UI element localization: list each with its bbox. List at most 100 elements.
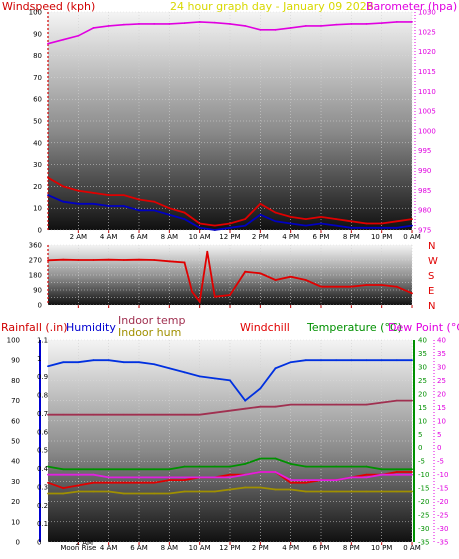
moonrise-time-label: 2 AM: [76, 539, 94, 547]
wind-series-point: [198, 226, 201, 229]
climate-series-point: [350, 359, 353, 362]
climate-series-point: [77, 490, 80, 493]
wind-series-point: [304, 218, 307, 221]
wind-series-point: [395, 220, 398, 223]
climate-series-point: [350, 490, 353, 493]
climate-series-point: [62, 487, 65, 490]
wind-direction-point: [411, 292, 413, 295]
climate-series-point: [107, 490, 110, 493]
temperature-tick-label: 30: [418, 363, 427, 371]
time-tick-label: 12 PM: [219, 233, 240, 241]
time-tick-label-bottom: 6 AM: [130, 544, 148, 552]
rainfall-tick-label: 1: [37, 355, 41, 363]
climate-series-point: [183, 476, 186, 479]
wind-series-point: [183, 211, 186, 214]
wind-series-point: [304, 224, 307, 227]
wind-series-point: [62, 185, 65, 188]
climate-series-point: [153, 468, 156, 471]
wind-direction-point: [168, 260, 171, 263]
wind-direction-point: [365, 284, 368, 286]
temperature-tick-label: -5: [418, 458, 425, 466]
climate-series-point: [183, 413, 186, 416]
wind-direction-point: [62, 258, 65, 261]
time-tick-label-bottom: 8 PM: [343, 544, 360, 552]
climate-series-point: [320, 465, 322, 468]
climate-series-point: [229, 473, 231, 476]
wind-series-point: [259, 202, 262, 205]
wind-series-point: [395, 226, 398, 229]
barometer-tick-label: 1020: [418, 48, 436, 56]
climate-series-point: [138, 481, 140, 484]
wind-series-point: [62, 38, 65, 41]
rainfall-axis-title: Rainfall (.in): [1, 321, 68, 334]
climate-series-point: [335, 359, 338, 362]
wind-direction-point: [395, 285, 398, 288]
climate-series-point: [395, 359, 398, 362]
wind-series-point: [289, 26, 292, 29]
temperature-tick-label: -30: [418, 525, 429, 533]
time-tick-label: 2 PM: [252, 233, 269, 241]
climate-series-point: [122, 476, 125, 479]
barometer-tick-label: 985: [418, 187, 431, 195]
wind-direction-point: [153, 259, 156, 261]
climate-series-point: [122, 468, 125, 471]
climate-series-point: [213, 411, 216, 414]
wind-series-point: [107, 194, 110, 197]
humidity-tick-label: 70: [11, 397, 20, 405]
wind-series-point: [92, 202, 95, 205]
dewpoint-tick-label: -20: [437, 498, 448, 506]
wind-series-point: [365, 22, 368, 25]
climate-series-point: [77, 468, 80, 471]
wind-series-point: [335, 218, 338, 221]
wind-series-point: [47, 42, 49, 45]
barometer-tick-label: 1000: [418, 127, 436, 135]
barometer-tick-label: 1005: [418, 108, 436, 116]
climate-series-point: [274, 471, 277, 473]
temperature-tick-label: -35: [418, 539, 429, 547]
rainfall-tick-label: 0.6: [37, 428, 49, 436]
climate-series-point: [395, 473, 398, 476]
time-tick-label: 10 AM: [189, 233, 211, 241]
climate-series-point: [107, 359, 110, 362]
time-tick-label-bottom: 12 PM: [219, 544, 240, 552]
dewpoint-tick-label: -10: [437, 471, 448, 479]
wind-series-point: [198, 21, 201, 23]
dewpoint-tick-label: 5: [437, 431, 441, 439]
dewpoint-tick-label: -30: [437, 525, 448, 533]
humidity-tick-label: 90: [11, 357, 20, 365]
climate-series-point: [395, 471, 398, 473]
climate-series-point: [183, 479, 186, 481]
climate-series-point: [350, 476, 353, 479]
climate-series-point: [304, 490, 307, 493]
wind-series-point: [380, 222, 383, 225]
climate-series-point: [47, 492, 49, 495]
windspeed-tick-label: 0: [38, 227, 42, 235]
time-tick-label: 2 AM: [70, 233, 88, 241]
humidity-tick-label: 20: [11, 498, 20, 506]
direction-tick-label: 0: [38, 302, 42, 310]
climate-series-point: [365, 359, 368, 362]
direction-letter-label: N: [428, 301, 435, 312]
dewpoint-axis-title: Dew Point (°C): [388, 321, 459, 334]
barometer-axis-title: Barometer (hpa): [366, 0, 457, 13]
wind-series-point: [259, 213, 262, 216]
dewpoint-tick-label: -15: [437, 485, 448, 493]
climate-series-point: [380, 359, 383, 362]
climate-series-point: [92, 490, 95, 493]
wind-series-point: [380, 226, 383, 229]
wind-series-point: [213, 21, 216, 24]
wind-direction-point: [259, 272, 262, 275]
climate-series-point: [47, 473, 49, 476]
rainfall-tick-label: 0.5: [37, 447, 48, 455]
climate-series-point: [274, 367, 277, 370]
temperature-axis-title: Temperature (°C): [306, 321, 402, 334]
climate-series-point: [47, 413, 49, 416]
climate-series-point: [365, 476, 368, 479]
climate-series-point: [320, 479, 322, 481]
climate-series-point: [107, 481, 110, 484]
temperature-tick-label: 25: [418, 377, 427, 385]
wind-direction-point: [244, 270, 247, 273]
climate-series-point: [411, 490, 413, 493]
wind-series-point: [365, 226, 368, 229]
